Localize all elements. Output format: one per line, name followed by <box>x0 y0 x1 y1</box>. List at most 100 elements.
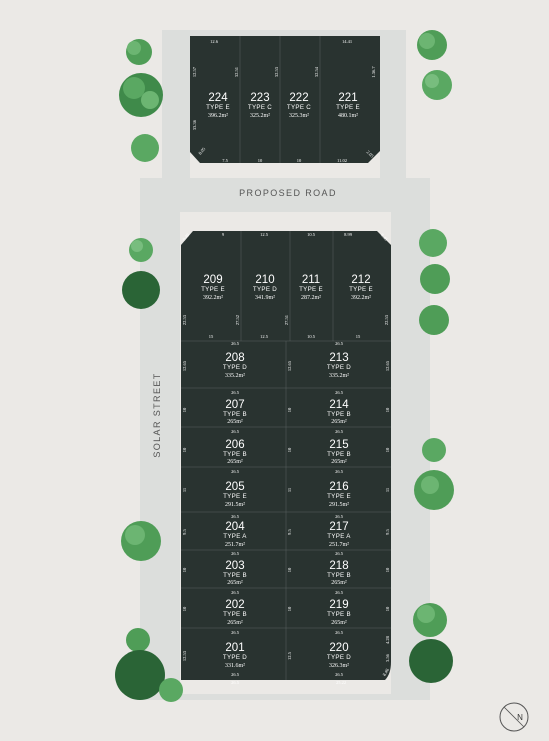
proposed-road-band <box>140 178 430 212</box>
lot-201[interactable]: 201 TYPE D 331.6m² <box>223 642 247 669</box>
dimension-label: 12.65 <box>182 360 187 371</box>
lot-224[interactable]: 224 TYPE E 396.2m² <box>206 92 230 119</box>
lot-type: TYPE E <box>327 493 351 500</box>
lot-type: TYPE B <box>327 451 351 458</box>
lot-205[interactable]: 205 TYPE E 291.5m² <box>223 481 247 508</box>
dimension-label: 8.99 <box>344 232 353 237</box>
lot-216[interactable]: 216 TYPE E 291.5m² <box>327 481 351 508</box>
lot-number: 217 <box>329 521 348 533</box>
dimension-label: 32.53 <box>274 66 279 77</box>
lot-area: 335.2m² <box>225 373 245 379</box>
dimension-label: 10 <box>182 567 187 572</box>
dimension-label: 32.54 <box>314 66 319 77</box>
dimension-label: 8.05 <box>197 146 206 156</box>
lot-208[interactable]: 208 TYPE D 335.2m² <box>223 352 247 379</box>
dimension-label: 26.5 <box>231 630 240 635</box>
tree-icon <box>121 521 161 561</box>
dimension-label: 10 <box>385 606 390 611</box>
lot-214[interactable]: 214 TYPE B 265m² <box>327 399 351 425</box>
dimension-label: 10 <box>287 447 292 452</box>
lot-type: TYPE B <box>327 411 351 418</box>
lot-type: TYPE D <box>223 654 247 661</box>
lot-area: 396.2m² <box>208 113 228 119</box>
lot-202[interactable]: 202 TYPE B 265m² <box>223 599 247 626</box>
lot-area: 265m² <box>227 620 243 626</box>
lot-type: TYPE E <box>336 104 360 111</box>
lot-212[interactable]: 212 TYPE E 392.2m² <box>349 274 373 301</box>
lot-218[interactable]: 218 TYPE B 265m² <box>327 560 351 586</box>
lot-220[interactable]: 220 TYPE D 326.3m² <box>327 642 351 669</box>
top-block-outline <box>190 36 380 163</box>
lot-area: 392.2m² <box>203 295 223 301</box>
dimension-label: 26.5 <box>231 551 240 556</box>
lot-type: TYPE E <box>299 286 323 293</box>
lot-type: TYPE A <box>327 533 351 540</box>
dimension-label: 26.5 <box>335 341 344 346</box>
dimension-label: 10 <box>258 158 263 163</box>
lot-206[interactable]: 206 TYPE B 265m² <box>223 439 247 465</box>
dimension-label: 26.5 <box>231 341 240 346</box>
dimension-label: 11 <box>385 488 390 492</box>
dimension-label: 10.5 <box>307 334 316 339</box>
lot-204[interactable]: 204 TYPE A 251.7m² <box>223 521 247 548</box>
lot-219[interactable]: 219 TYPE B 265m² <box>327 599 351 626</box>
lot-area: 265m² <box>331 459 347 465</box>
dimension-label: 11.02 <box>337 158 347 163</box>
lot-number: 216 <box>329 481 348 493</box>
dimension-label: 27.51 <box>284 315 289 325</box>
lot-number: 202 <box>225 599 244 611</box>
lot-type: TYPE E <box>223 493 247 500</box>
lot-area: 251.7m² <box>225 542 245 548</box>
tree-icon <box>419 305 449 335</box>
dimension-label: 3.56 <box>385 653 390 662</box>
dimension-label: 12.57 <box>192 66 197 77</box>
dimension-label: 22.53 <box>384 314 389 325</box>
lot-type: TYPE D <box>223 364 247 371</box>
lot-number: 219 <box>329 599 348 611</box>
dimension-label: 26.5 <box>335 429 344 434</box>
dimension-label: 15 <box>209 334 214 339</box>
dimension-label: 33.36 <box>192 119 197 130</box>
lot-221[interactable]: 221 TYPE E 480.1m² <box>336 92 360 119</box>
dimension-label: 15 <box>356 334 361 339</box>
dimension-label: 27.52 <box>235 315 240 325</box>
lot-type: TYPE C <box>248 104 272 111</box>
dimension-label: 26.5 <box>335 590 344 595</box>
lot-number: 220 <box>329 642 348 654</box>
lot-area: 265m² <box>227 459 243 465</box>
tree-icon <box>115 650 165 700</box>
west-top-road <box>162 30 190 180</box>
dimension-label: 14.41 <box>342 39 352 44</box>
lot-207[interactable]: 207 TYPE B 265m² <box>223 399 247 425</box>
tree-icon <box>409 639 453 683</box>
lot-211[interactable]: 211 TYPE E 287.2m² <box>299 274 323 301</box>
lot-type: TYPE B <box>223 611 247 618</box>
lot-number: 221 <box>338 92 357 104</box>
lot-223[interactable]: 223 TYPE C 325.2m² <box>248 92 272 119</box>
dimension-label: 26.5 <box>335 672 344 677</box>
dimension-label: 26.5 <box>335 469 344 474</box>
lot-209[interactable]: 209 TYPE E 392.2m² <box>201 274 225 301</box>
lot-type: TYPE B <box>223 572 247 579</box>
lot-217[interactable]: 217 TYPE A 251.7m² <box>327 521 351 548</box>
lot-number: 222 <box>289 92 308 104</box>
tree-icon <box>417 30 447 60</box>
lot-203[interactable]: 203 TYPE B 265m² <box>223 560 247 586</box>
dimension-label: 8.49 <box>181 232 190 242</box>
lot-222[interactable]: 222 TYPE C 325.3m² <box>287 92 311 119</box>
lot-type: TYPE D <box>253 286 277 293</box>
dimension-label: 26.5 <box>231 390 240 395</box>
dimension-label: 26.5 <box>335 514 344 519</box>
lot-215[interactable]: 215 TYPE B 265m² <box>327 439 351 465</box>
lot-area: 331.6m² <box>225 663 245 669</box>
dimension-label: 2.05 <box>366 149 376 159</box>
lot-area: 251.7m² <box>329 542 349 548</box>
dimension-label: 10 <box>182 407 187 412</box>
lot-213[interactable]: 213 TYPE D 335.2m² <box>327 352 351 379</box>
dimension-label: 8.49 <box>380 232 389 242</box>
lot-area: 265m² <box>331 580 347 586</box>
lot-210[interactable]: 210 TYPE D 341.9m² <box>253 274 277 301</box>
lot-area: 265m² <box>227 419 243 425</box>
dimension-label: 8.46 <box>382 667 391 677</box>
main-block: 209 TYPE E 392.2m² 210 TYPE D 341.9m² 21… <box>181 231 391 685</box>
